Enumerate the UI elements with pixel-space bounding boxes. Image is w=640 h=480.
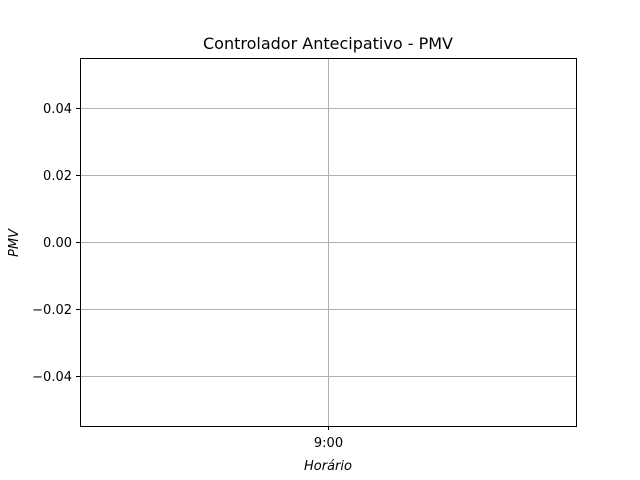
y-tick-label: −0.02	[32, 303, 72, 318]
y-axis-label: PMV	[7, 228, 22, 257]
x-tick-label: 9:00	[314, 436, 343, 451]
y-tick-label: −0.04	[32, 370, 72, 385]
tick-layer: 0.04 0.02 0.00 −0.02 −0.04 9:00	[32, 102, 343, 451]
y-tick-label: 0.04	[43, 102, 72, 117]
y-tick-label: 0.00	[43, 236, 72, 251]
x-axis-label: Horário	[304, 459, 352, 474]
chart-title: Controlador Antecipativo - PMV	[203, 34, 453, 53]
y-tick-label: 0.02	[43, 169, 72, 184]
grid-layer	[80, 58, 576, 426]
